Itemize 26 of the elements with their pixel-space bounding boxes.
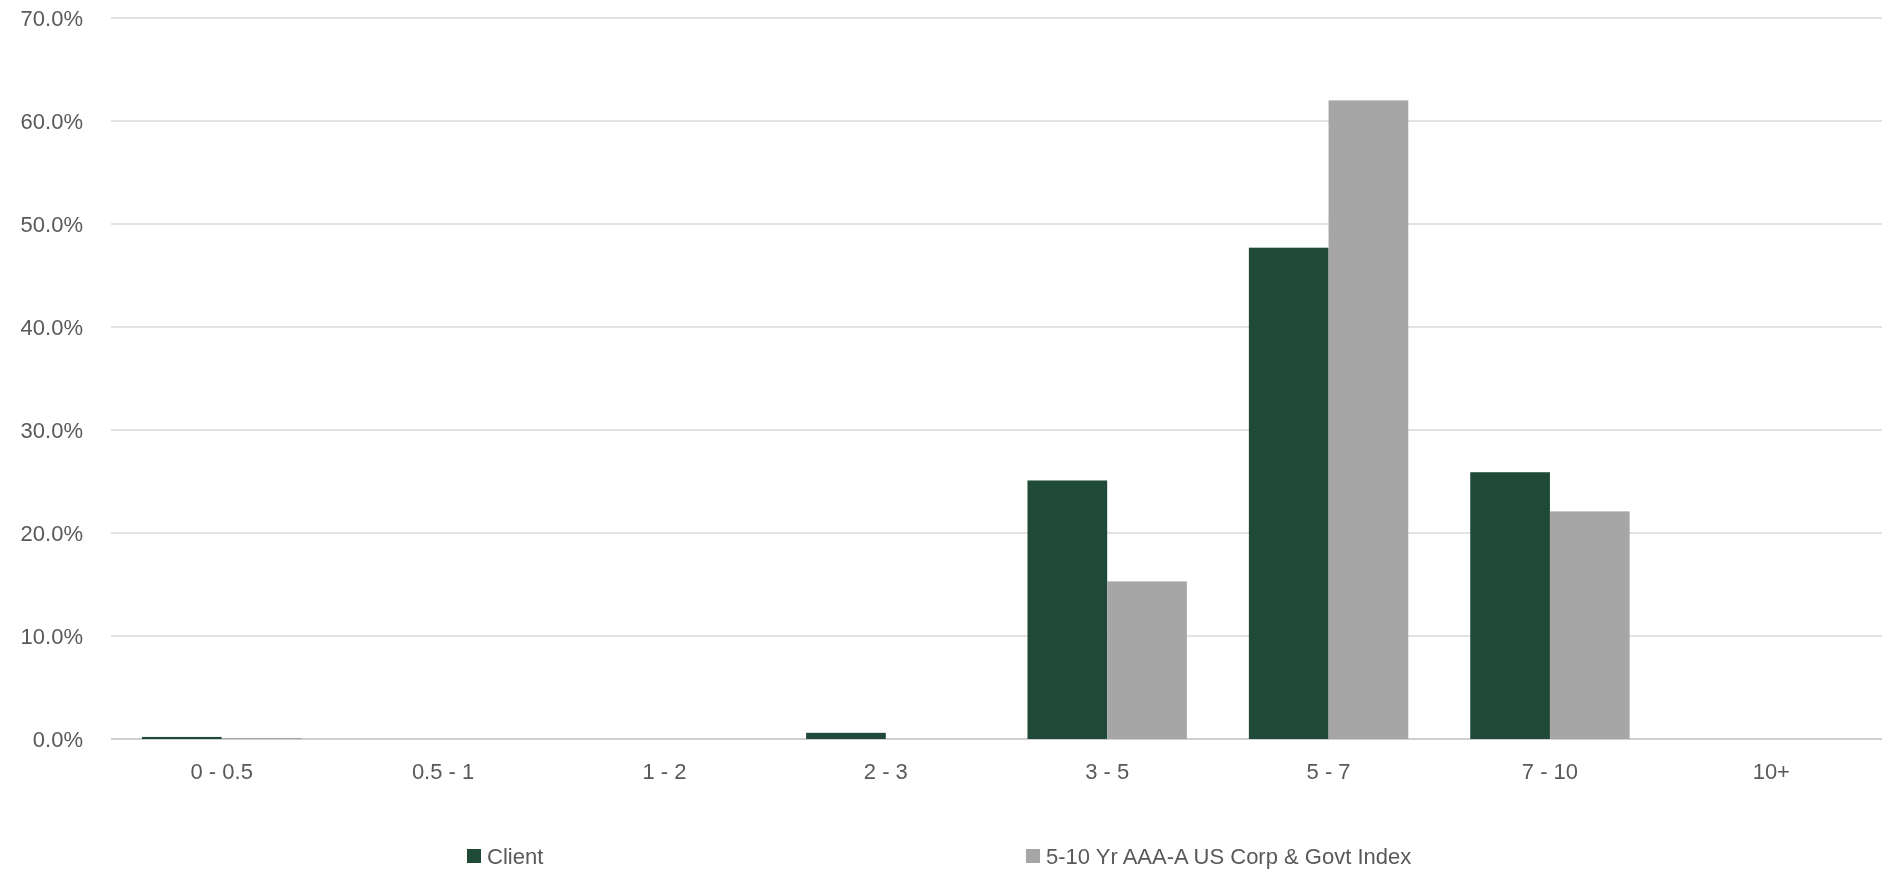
x-tick-label: 5 - 7 [1306, 759, 1351, 784]
legend-label: 5-10 Yr AAA-A US Corp & Govt Index [1046, 843, 1412, 869]
x-tick-label: 2 - 3 [863, 759, 908, 784]
y-tick-label: 70.0% [20, 5, 83, 31]
x-tick-label: 3 - 5 [1085, 759, 1130, 784]
y-tick-label: 30.0% [20, 417, 83, 443]
y-tick-label: 0.0% [32, 726, 83, 752]
bar [1248, 247, 1329, 739]
bar [806, 732, 886, 739]
y-tick-label: 60.0% [20, 108, 83, 134]
x-tick-label: 7 - 10 [1521, 759, 1579, 784]
x-tick-label: 0 - 0.5 [190, 759, 253, 784]
bar [1549, 511, 1630, 739]
bar [1027, 480, 1108, 739]
x-tick-label: 0.5 - 1 [411, 759, 475, 784]
bar [1107, 581, 1187, 739]
y-tick-label: 20.0% [20, 520, 83, 546]
legend-label: Client [487, 843, 544, 869]
x-tick-label: 10+ [1752, 759, 1790, 784]
bar [141, 736, 222, 739]
x-tick-label: 1 - 2 [642, 759, 687, 784]
y-tick-label: 10.0% [20, 623, 83, 649]
bar [1470, 472, 1550, 739]
y-tick-label: 40.0% [20, 314, 83, 340]
y-tick-label: 50.0% [20, 211, 83, 237]
bar [1328, 100, 1409, 739]
